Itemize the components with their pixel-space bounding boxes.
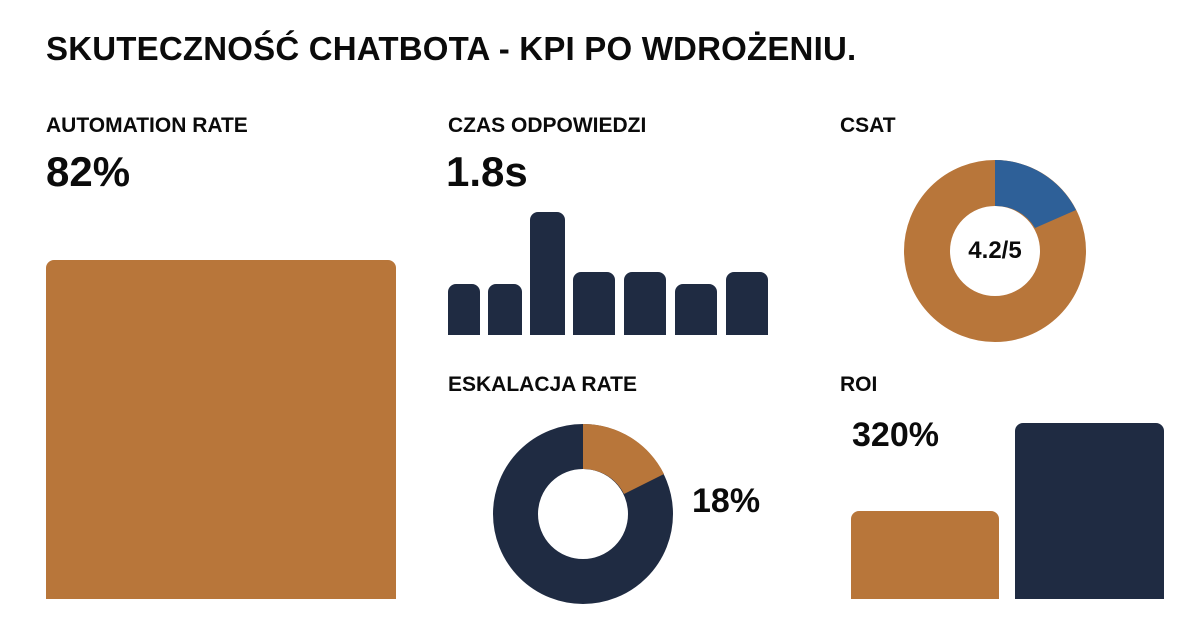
escalation-rate-label: ESKALACJA RATE bbox=[448, 373, 638, 396]
automation-rate-bar bbox=[46, 260, 396, 599]
page-title: SKUTECZNOŚĆ CHATBOTA - KPI PO WDROŻENIU. bbox=[46, 30, 857, 67]
response-bar-5 bbox=[624, 272, 666, 335]
response-bar-4 bbox=[573, 272, 615, 335]
response-bar-3 bbox=[530, 212, 565, 335]
response-time-label: CZAS ODPOWIEDZI bbox=[448, 114, 647, 137]
csat-label: CSAT bbox=[840, 114, 896, 137]
response-bar-1 bbox=[448, 284, 480, 335]
response-bar-2 bbox=[488, 284, 522, 335]
response-bar-6 bbox=[675, 284, 717, 335]
roi-label: ROI bbox=[840, 373, 878, 396]
response-bar-7 bbox=[726, 272, 768, 335]
roi-cost-bar bbox=[851, 511, 999, 599]
roi-value: 320% bbox=[852, 416, 939, 454]
escalation-rate-value: 18% bbox=[692, 482, 761, 520]
csat-donut bbox=[904, 160, 1086, 342]
roi-return-bar bbox=[1015, 423, 1164, 599]
response-time-value: 1.8s bbox=[446, 148, 528, 195]
escalation-donut bbox=[493, 424, 673, 604]
csat-value: 4.2/5 bbox=[968, 237, 1022, 264]
automation-rate-label: AUTOMATION RATE bbox=[46, 114, 248, 137]
automation-rate-value: 82% bbox=[46, 148, 131, 195]
